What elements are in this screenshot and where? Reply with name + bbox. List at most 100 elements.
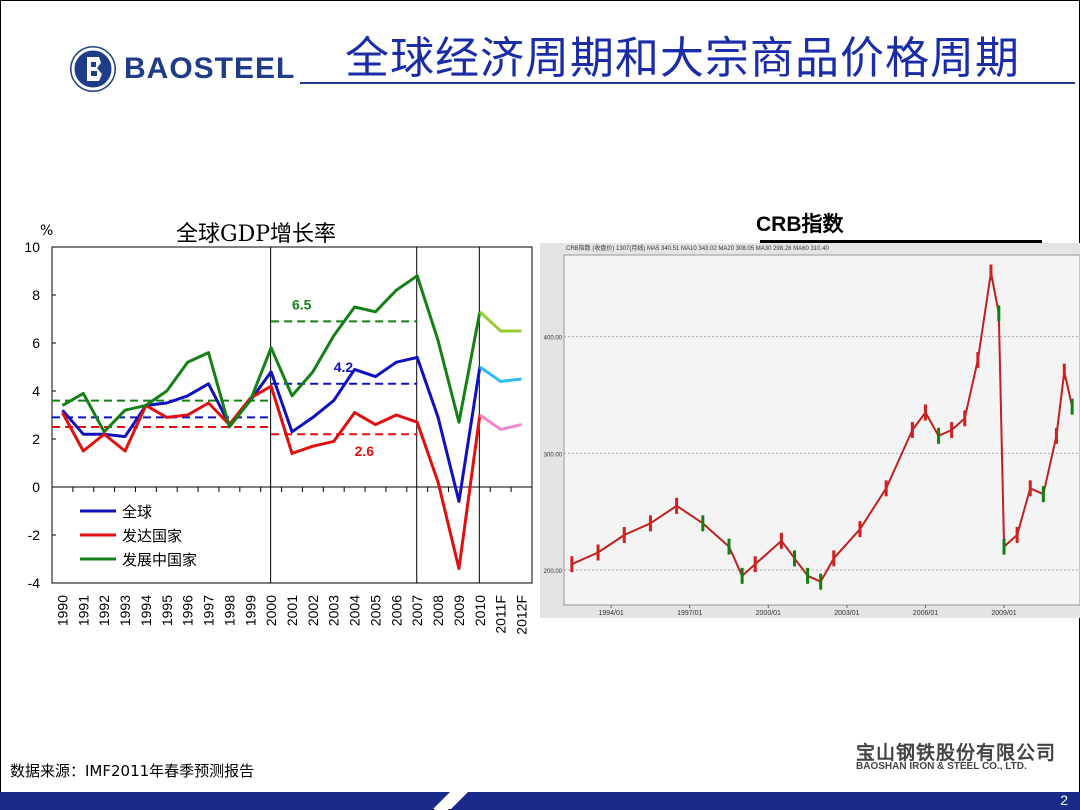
gdp-x-tick-label: 1998 bbox=[221, 595, 237, 626]
crb-candle bbox=[976, 352, 980, 368]
crb-candle bbox=[950, 422, 954, 438]
crb-candle bbox=[923, 404, 927, 421]
gdp-legend-label: 全球 bbox=[122, 503, 152, 521]
page-title: 全球经济周期和大宗商品价格周期 bbox=[345, 33, 1020, 84]
footer-bar bbox=[0, 792, 1080, 810]
crb-candle bbox=[989, 264, 993, 281]
crb-candle bbox=[963, 410, 967, 427]
crb-candle bbox=[701, 515, 705, 532]
gdp-x-tick-label: 2006 bbox=[388, 595, 404, 626]
gdp-annotation-label: 6.5 bbox=[292, 296, 312, 312]
crb-candle bbox=[648, 515, 652, 532]
crb-candle bbox=[779, 532, 783, 549]
gdp-forecast-line bbox=[478, 310, 522, 333]
gdp-x-tick-label: 2010 bbox=[472, 595, 488, 626]
crb-candle bbox=[753, 556, 757, 573]
crb-y-tick-label: 300.00 bbox=[544, 452, 563, 458]
gdp-series-line bbox=[61, 355, 482, 503]
gdp-chart-title: 全球GDP增长率 bbox=[176, 222, 337, 247]
crb-chart: CRB指数 (收盘价) 1307(月线) MA5 340.51 MA10 343… bbox=[540, 243, 1080, 618]
crb-candle bbox=[1041, 486, 1045, 503]
crb-candle bbox=[1002, 538, 1006, 555]
gdp-x-tick-label: 1999 bbox=[242, 595, 258, 626]
crb-x-tick-label: 2006/01 bbox=[913, 610, 938, 617]
gdp-legend-label: 发展中国家 bbox=[122, 552, 197, 569]
gdp-x-tick-label: 2011F bbox=[493, 595, 509, 634]
gdp-x-tick-label: 1993 bbox=[117, 595, 133, 626]
company-name-cn: 宝山钢铁股份有限公司 bbox=[856, 742, 1057, 764]
gdp-x-tick-label: 1997 bbox=[201, 595, 217, 626]
crb-plot-area bbox=[563, 254, 1080, 606]
crb-candle bbox=[819, 573, 823, 590]
gdp-annotation-label: 2.6 bbox=[355, 443, 375, 459]
crb-candle bbox=[1062, 363, 1066, 380]
gdp-y-tick-label: -4 bbox=[28, 575, 41, 591]
gdp-y-tick-label: 2 bbox=[32, 431, 40, 447]
gdp-x-tick-label: 2001 bbox=[284, 595, 300, 626]
crb-candle bbox=[570, 556, 574, 573]
gdp-x-tick-label: 1992 bbox=[96, 595, 112, 626]
gdp-y-tick-label: -2 bbox=[28, 527, 41, 543]
gdp-x-tick-label: 2004 bbox=[347, 595, 363, 626]
crb-x-tick-label: 1997/01 bbox=[677, 610, 702, 617]
gdp-y-unit: % bbox=[40, 223, 54, 239]
gdp-y-tick-label: 4 bbox=[32, 383, 40, 399]
gdp-forecast-line bbox=[478, 365, 522, 383]
gdp-chart: 10 8 6 4 2 0 -2 -4 1990 1991 1992 1993 1994 1995 1996 1… bbox=[24, 239, 533, 635]
crb-candle bbox=[792, 550, 796, 567]
data-source-note: 数据来源：IMF2011年春季预测报告 bbox=[10, 762, 255, 780]
crb-x-tick-label: 2003/01 bbox=[834, 610, 859, 617]
crb-chart-title: CRB指数 bbox=[756, 213, 844, 236]
crb-candle bbox=[622, 527, 626, 543]
crb-candle bbox=[1028, 480, 1032, 497]
gdp-plot-frame bbox=[51, 246, 533, 584]
crb-candle bbox=[997, 305, 1001, 322]
crb-candle bbox=[727, 538, 731, 555]
crb-candle bbox=[596, 544, 600, 561]
crb-candle bbox=[675, 497, 679, 514]
gdp-x-tick-label: 2008 bbox=[430, 595, 446, 626]
crb-x-tick-label: 2000/01 bbox=[756, 610, 781, 617]
crb-title-rule bbox=[760, 240, 1042, 243]
gdp-y-tick-label: 0 bbox=[32, 479, 40, 495]
title-rule bbox=[300, 82, 1075, 84]
baosteel-logo: BAOSTEEL bbox=[70, 44, 295, 94]
crb-candle bbox=[937, 427, 941, 444]
gdp-y-tick-label: 6 bbox=[32, 335, 40, 351]
gdp-x-tick-label: 1994 bbox=[138, 595, 154, 626]
crb-y-tick-label: 200.00 bbox=[544, 569, 563, 575]
crb-candle bbox=[910, 422, 914, 438]
gdp-x-tick-label: 1991 bbox=[75, 595, 91, 626]
crb-candle bbox=[832, 550, 836, 567]
gdp-series-line bbox=[61, 384, 482, 571]
gdp-x-tick-label: 2009 bbox=[451, 595, 467, 626]
crb-candle bbox=[740, 567, 744, 584]
gdp-y-tick-label: 8 bbox=[32, 287, 40, 303]
gdp-y-tick-label: 10 bbox=[24, 239, 40, 255]
gdp-series-line bbox=[61, 274, 482, 434]
crb-candle bbox=[1070, 398, 1074, 415]
crb-chart-panel: CRB指数 (收盘价) 1307(月线) MA5 340.51 MA10 343… bbox=[540, 243, 1080, 618]
gdp-x-tick-label: 1995 bbox=[159, 595, 175, 626]
crb-candle bbox=[806, 567, 810, 584]
gdp-annotation-label: 4.2 bbox=[334, 359, 354, 375]
logo-text: BAOSTEEL bbox=[124, 52, 296, 85]
gdp-x-tick-label: 2005 bbox=[367, 595, 383, 626]
crb-candle bbox=[1054, 427, 1058, 444]
gdp-x-tick-label: 2007 bbox=[409, 595, 425, 626]
crb-x-tick-label: 1994/01 bbox=[598, 610, 623, 617]
gdp-x-tick-label: 2003 bbox=[326, 595, 342, 626]
crb-y-tick-label: 400.00 bbox=[544, 336, 563, 342]
baosteel-emblem-icon bbox=[70, 46, 116, 92]
crb-candle bbox=[1015, 527, 1019, 543]
gdp-x-tick-label: 1990 bbox=[54, 595, 70, 626]
crb-candle bbox=[858, 521, 862, 538]
page-number: 2 bbox=[1060, 792, 1068, 808]
crb-candle bbox=[884, 480, 888, 497]
crb-legend-text: CRB指数 (收盘价) 1307(月线) MA5 340.51 MA10 343… bbox=[566, 244, 829, 252]
gdp-x-tick-label: 1996 bbox=[180, 595, 196, 626]
gdp-legend-label: 发达国家 bbox=[122, 528, 182, 545]
gdp-x-tick-label: 2012F bbox=[514, 595, 530, 635]
crb-x-tick-label: 2009/01 bbox=[991, 610, 1016, 617]
gdp-forecast-line bbox=[478, 413, 522, 432]
